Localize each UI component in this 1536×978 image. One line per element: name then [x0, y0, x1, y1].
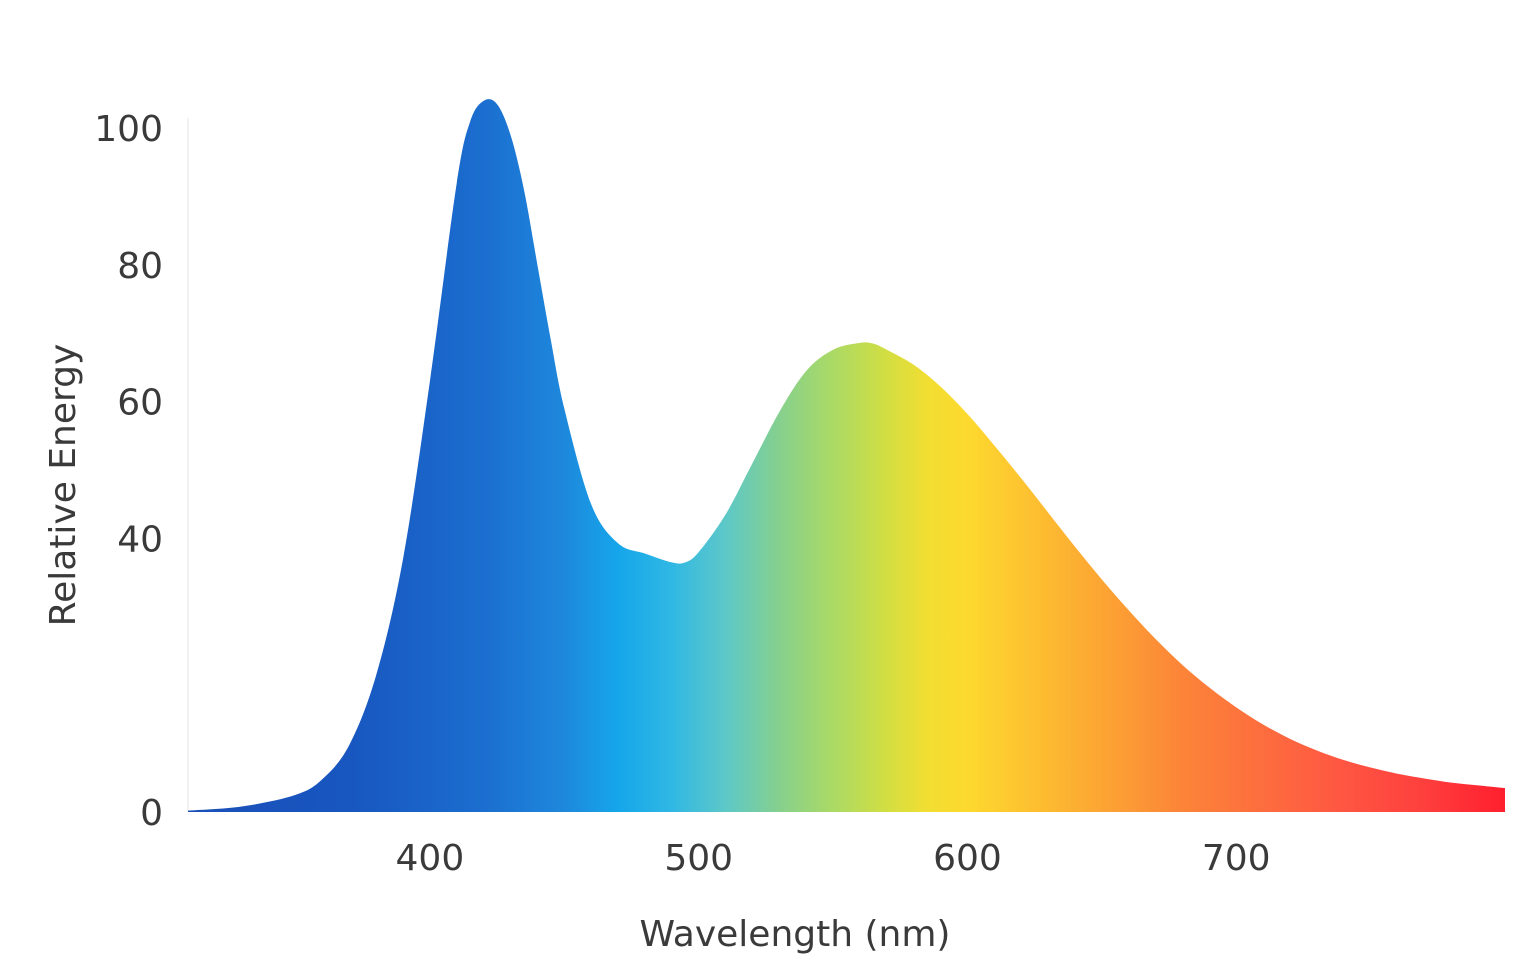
y-tick-label-80: 80 — [117, 246, 163, 287]
x-tick-label-500: 500 — [664, 838, 733, 879]
x-tick-label-700: 700 — [1202, 838, 1271, 879]
x-axis-ticks: 400 500 600 700 — [396, 838, 1271, 879]
y-tick-label-60: 60 — [117, 383, 163, 424]
y-tick-label-0: 0 — [140, 793, 163, 834]
y-axis-title: Relative Energy — [43, 344, 84, 627]
x-tick-label-600: 600 — [933, 838, 1002, 879]
y-tick-label-40: 40 — [117, 519, 163, 560]
y-tick-label-100: 100 — [94, 109, 163, 150]
spectral-power-area — [188, 99, 1505, 812]
x-axis-title: Wavelength (nm) — [640, 914, 951, 955]
y-axis-ticks: 0 40 60 80 100 — [94, 109, 163, 834]
x-tick-label-400: 400 — [396, 838, 465, 879]
